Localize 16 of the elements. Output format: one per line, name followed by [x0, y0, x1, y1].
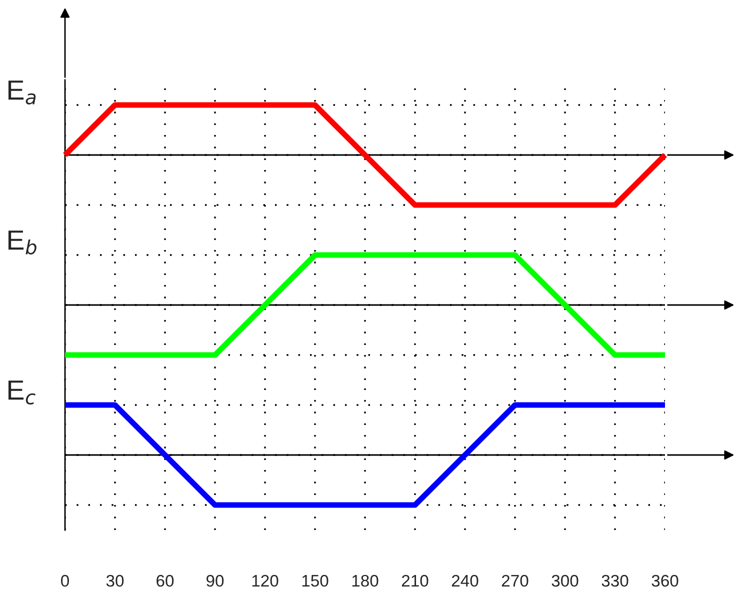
- x-tick-label: 60: [156, 574, 174, 587]
- x-tick-label: 30: [106, 574, 124, 587]
- x-tick-label: 150: [302, 574, 328, 587]
- x-tick-label: 210: [402, 574, 428, 587]
- y-axis-title: E$_{c}$: [8, 380, 36, 405]
- y-axis-title: E$_{a}$: [8, 80, 36, 105]
- x-tick-label: 360: [652, 574, 678, 587]
- x-tick-label: 0: [61, 574, 69, 587]
- x-tick-label: 90: [206, 574, 224, 587]
- x-tick-label: 330: [602, 574, 628, 587]
- x-tick-label: 180: [352, 574, 378, 587]
- x-tick-label: 120: [252, 574, 278, 587]
- y-axis-title: E$_{b}$: [8, 230, 36, 255]
- x-tick-label: 240: [452, 574, 478, 587]
- x-tick-label: 270: [502, 574, 528, 587]
- x-tick-label: 300: [552, 574, 578, 587]
